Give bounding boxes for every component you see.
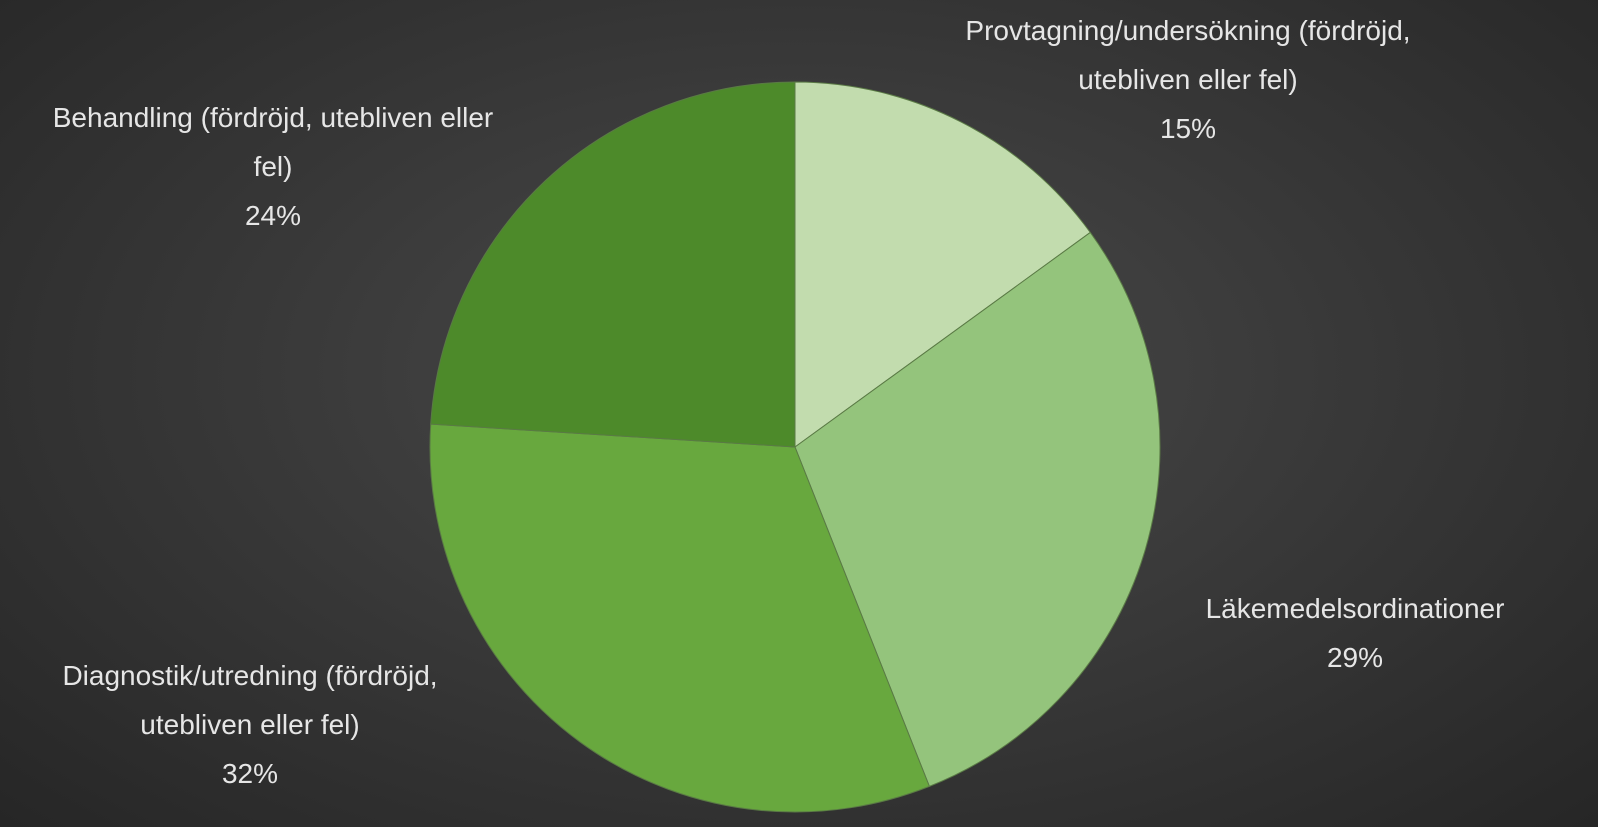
slice-label: Diagnostik/utredning (fördröjd, uteblive…	[15, 651, 485, 798]
pie-slice	[429, 423, 931, 813]
category-label: Läkemedelsordinationer	[1205, 593, 1505, 624]
category-label: Behandling (fördröjd, utebliven eller fe…	[52, 102, 494, 182]
value-label: 15%	[1159, 113, 1217, 144]
value-label: 24%	[244, 200, 302, 231]
slice-label: Behandling (fördröjd, utebliven eller fe…	[38, 93, 508, 240]
pie-slice	[430, 81, 796, 448]
category-label: Provtagning/undersökning (fördröjd, uteb…	[965, 15, 1411, 95]
pie-slice	[794, 81, 1091, 448]
value-label: 32%	[221, 758, 279, 789]
category-label: Diagnostik/utredning (fördröjd, uteblive…	[62, 660, 438, 740]
value-label: 29%	[1326, 642, 1384, 673]
pie-slice	[794, 231, 1161, 788]
slice-label: Provtagning/undersökning (fördröjd, uteb…	[958, 6, 1418, 153]
slice-label: Läkemedelsordinationer 29%	[1125, 584, 1585, 682]
